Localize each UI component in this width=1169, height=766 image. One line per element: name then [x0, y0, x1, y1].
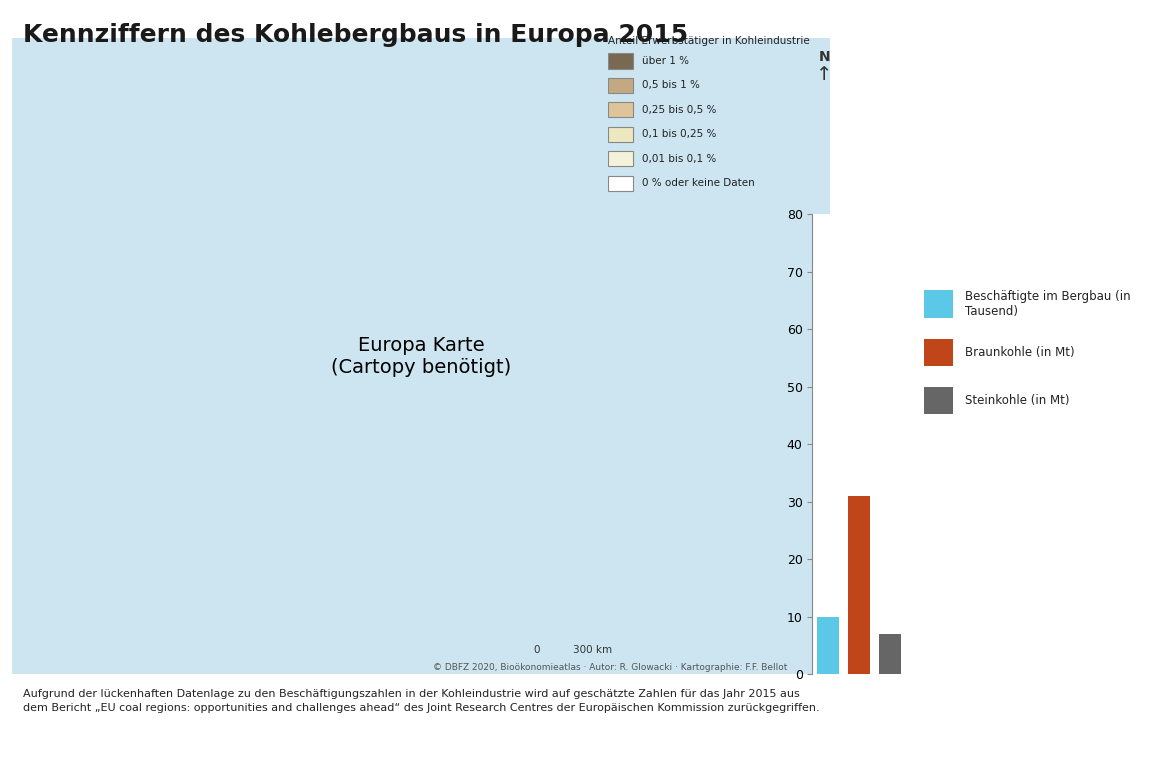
Bar — [849, 496, 870, 674]
Bar — [924, 339, 953, 366]
Text: Kennziffern des Kohlebergbaus in Europa 2015: Kennziffern des Kohlebergbaus in Europa … — [23, 23, 689, 47]
Bar — [608, 102, 634, 117]
Text: Steinkohle (in Mt): Steinkohle (in Mt) — [966, 394, 1070, 407]
Text: © DBFZ 2020, Bioökonomieatlas · Autor: R. Glowacki · Kartographie: F.F. Bellot: © DBFZ 2020, Bioökonomieatlas · Autor: R… — [433, 663, 787, 672]
Text: Braunkohle (in Mt): Braunkohle (in Mt) — [966, 346, 1074, 358]
Bar — [608, 126, 634, 142]
Bar — [608, 175, 634, 191]
Text: 0          300 km: 0 300 km — [534, 645, 611, 655]
Text: Beschäftigte im Bergbau (in Tausend): Beschäftigte im Bergbau (in Tausend) — [966, 290, 1130, 318]
Text: 0,1 bis 0,25 %: 0,1 bis 0,25 % — [642, 129, 715, 139]
Text: N: N — [818, 51, 830, 64]
Bar — [924, 387, 953, 414]
Text: Aufgrund der lückenhaften Datenlage zu den Beschäftigungszahlen in der Kohleindu: Aufgrund der lückenhaften Datenlage zu d… — [23, 689, 819, 712]
Text: 0,01 bis 0,1 %: 0,01 bis 0,1 % — [642, 154, 715, 164]
Bar — [924, 290, 953, 318]
Bar — [608, 78, 634, 93]
Text: Europa Karte
(Cartopy benötigt): Europa Karte (Cartopy benötigt) — [331, 336, 511, 377]
Bar — [817, 617, 839, 674]
Bar — [608, 54, 634, 69]
Text: ↑: ↑ — [816, 65, 832, 84]
Bar — [879, 634, 901, 674]
Text: 0,5 bis 1 %: 0,5 bis 1 % — [642, 80, 699, 90]
Text: über 1 %: über 1 % — [642, 56, 689, 66]
Text: 0,25 bis 0,5 %: 0,25 bis 0,5 % — [642, 105, 715, 115]
Text: Anteil Erwerbstätiger in Kohleindustrie: Anteil Erwerbstätiger in Kohleindustrie — [608, 36, 810, 46]
Text: 0 % oder keine Daten: 0 % oder keine Daten — [642, 178, 754, 188]
Bar — [608, 151, 634, 166]
